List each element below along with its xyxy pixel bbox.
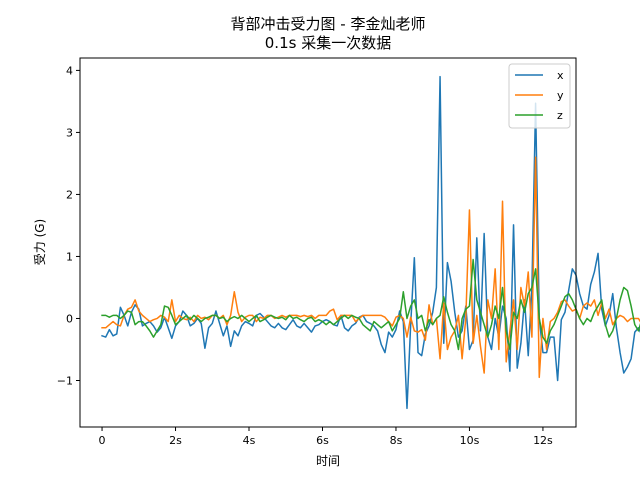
x-tick-label: 10s — [460, 434, 480, 447]
series-line-z — [101, 258, 640, 351]
legend-label-y: y — [557, 89, 564, 102]
y-tick-label: 1 — [66, 250, 73, 263]
series-layer — [101, 75, 640, 410]
x-tick-label: 4s — [243, 434, 256, 447]
x-tick-label: 12s — [533, 434, 553, 447]
legend: xyz — [508, 63, 571, 129]
legend-entries: xyz — [515, 69, 564, 122]
legend-label-z: z — [557, 109, 563, 122]
legend-frame — [508, 63, 571, 129]
chart-subtitle: 0.1s 采集一次数据 — [265, 34, 391, 52]
y-tick-label: 2 — [66, 188, 73, 201]
tick-layer: 0 2s 4s 6s 8s 10s 12s −1 0 1 2 3 4 — [57, 64, 553, 447]
series-line-y — [101, 156, 640, 379]
legend-label-x: x — [557, 69, 564, 82]
x-tick-label: 6s — [316, 434, 329, 447]
plot-frame — [79, 57, 577, 428]
y-tick-label: 3 — [66, 126, 73, 139]
x-tick-label: 0 — [99, 434, 106, 447]
y-tick-label: 4 — [66, 64, 73, 77]
x-tick-label: 2s — [169, 434, 182, 447]
x-axis-label: 时间 — [316, 454, 340, 468]
y-tick-label: 0 — [66, 312, 73, 325]
y-tick-label: −1 — [57, 374, 73, 387]
chart-title: 背部冲击受力图 - 李金灿老师 — [231, 15, 426, 33]
y-axis-label: 受力 (G) — [33, 219, 47, 265]
x-tick-label: 8s — [390, 434, 403, 447]
